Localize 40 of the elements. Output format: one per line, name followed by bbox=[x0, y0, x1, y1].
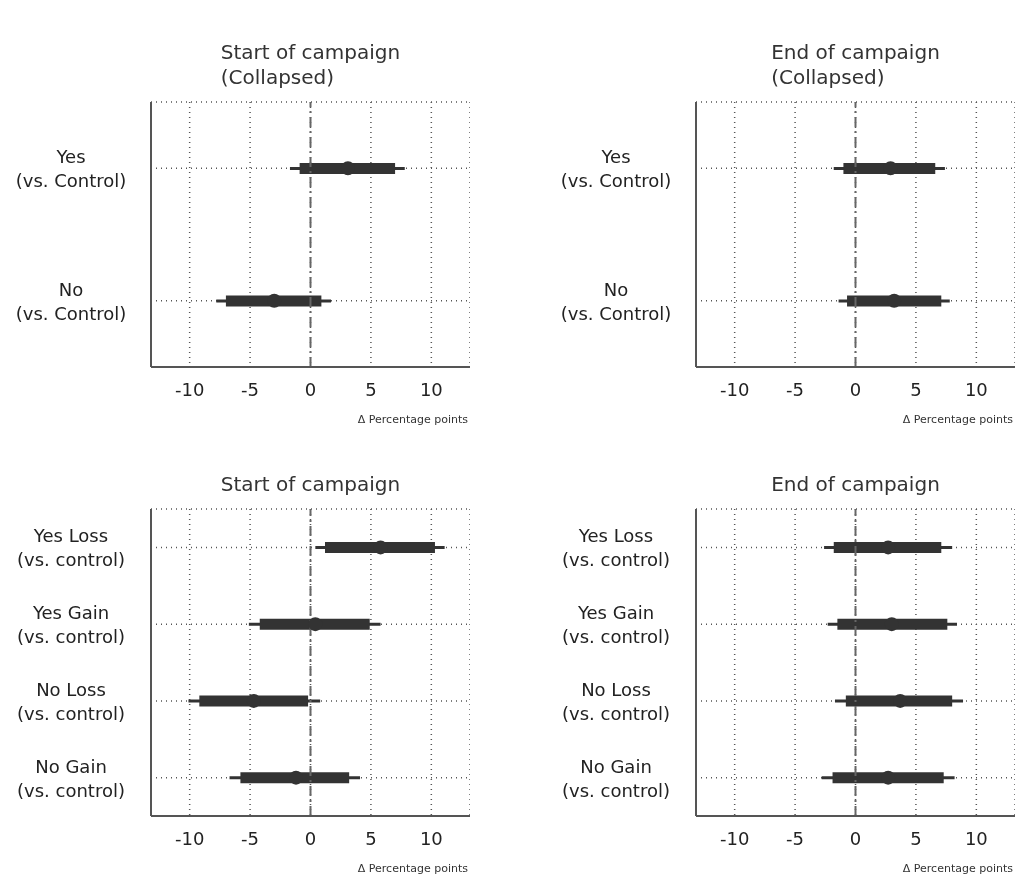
x-axis-title: Δ Percentage points bbox=[902, 862, 1014, 875]
y-tick-label: Yes Loss (vs. control) bbox=[562, 524, 670, 570]
y-tick-label: Yes (vs. Control) bbox=[560, 145, 672, 191]
chart-title: Start of campaign bbox=[220, 472, 401, 497]
x-tick-label: 0 bbox=[849, 378, 862, 400]
x-tick-label: -10 bbox=[719, 378, 750, 400]
x-tick-label: -5 bbox=[786, 827, 805, 849]
x-tick-label: -10 bbox=[174, 378, 205, 400]
x-tick-label: 10 bbox=[964, 827, 988, 849]
x-tick-label: 5 bbox=[910, 827, 922, 849]
x-tick-label: 0 bbox=[849, 827, 862, 849]
chart-title: End of campaign bbox=[771, 472, 940, 497]
y-tick-label: Yes Loss (vs. control) bbox=[17, 524, 125, 570]
x-axis-title: Δ Percentage points bbox=[357, 413, 469, 426]
y-tick-label: Yes Gain (vs. control) bbox=[562, 601, 670, 647]
x-tick-label: 5 bbox=[910, 378, 922, 400]
x-tick-label: -5 bbox=[786, 378, 805, 400]
x-tick-label: 5 bbox=[365, 378, 377, 400]
y-tick-label: No Loss (vs. control) bbox=[562, 678, 670, 724]
x-tick-label: -10 bbox=[174, 827, 205, 849]
x-tick-label: 0 bbox=[304, 378, 317, 400]
x-tick-label: 0 bbox=[304, 827, 317, 849]
x-tick-label: 10 bbox=[419, 378, 443, 400]
y-tick-label: Yes Gain (vs. control) bbox=[17, 601, 125, 647]
y-tick-label: No Gain (vs. control) bbox=[17, 755, 125, 801]
x-tick-label: 10 bbox=[964, 378, 988, 400]
y-tick-label: Yes (vs. Control) bbox=[15, 145, 127, 191]
y-tick-label: No Gain (vs. control) bbox=[562, 755, 670, 801]
x-axis-title: Δ Percentage points bbox=[902, 413, 1014, 426]
x-axis-title: Δ Percentage points bbox=[357, 862, 469, 875]
x-tick-label: -5 bbox=[241, 827, 260, 849]
x-tick-label: -5 bbox=[241, 378, 260, 400]
chart-title: Start of campaign (Collapsed) bbox=[220, 40, 401, 90]
y-tick-label: No Loss (vs. control) bbox=[17, 678, 125, 724]
y-tick-label: No (vs. Control) bbox=[15, 278, 127, 324]
x-tick-label: 5 bbox=[365, 827, 377, 849]
chart-title: End of campaign (Collapsed) bbox=[771, 40, 940, 90]
x-tick-label: -10 bbox=[719, 827, 750, 849]
x-tick-label: 10 bbox=[419, 827, 443, 849]
y-tick-label: No (vs. Control) bbox=[560, 278, 672, 324]
